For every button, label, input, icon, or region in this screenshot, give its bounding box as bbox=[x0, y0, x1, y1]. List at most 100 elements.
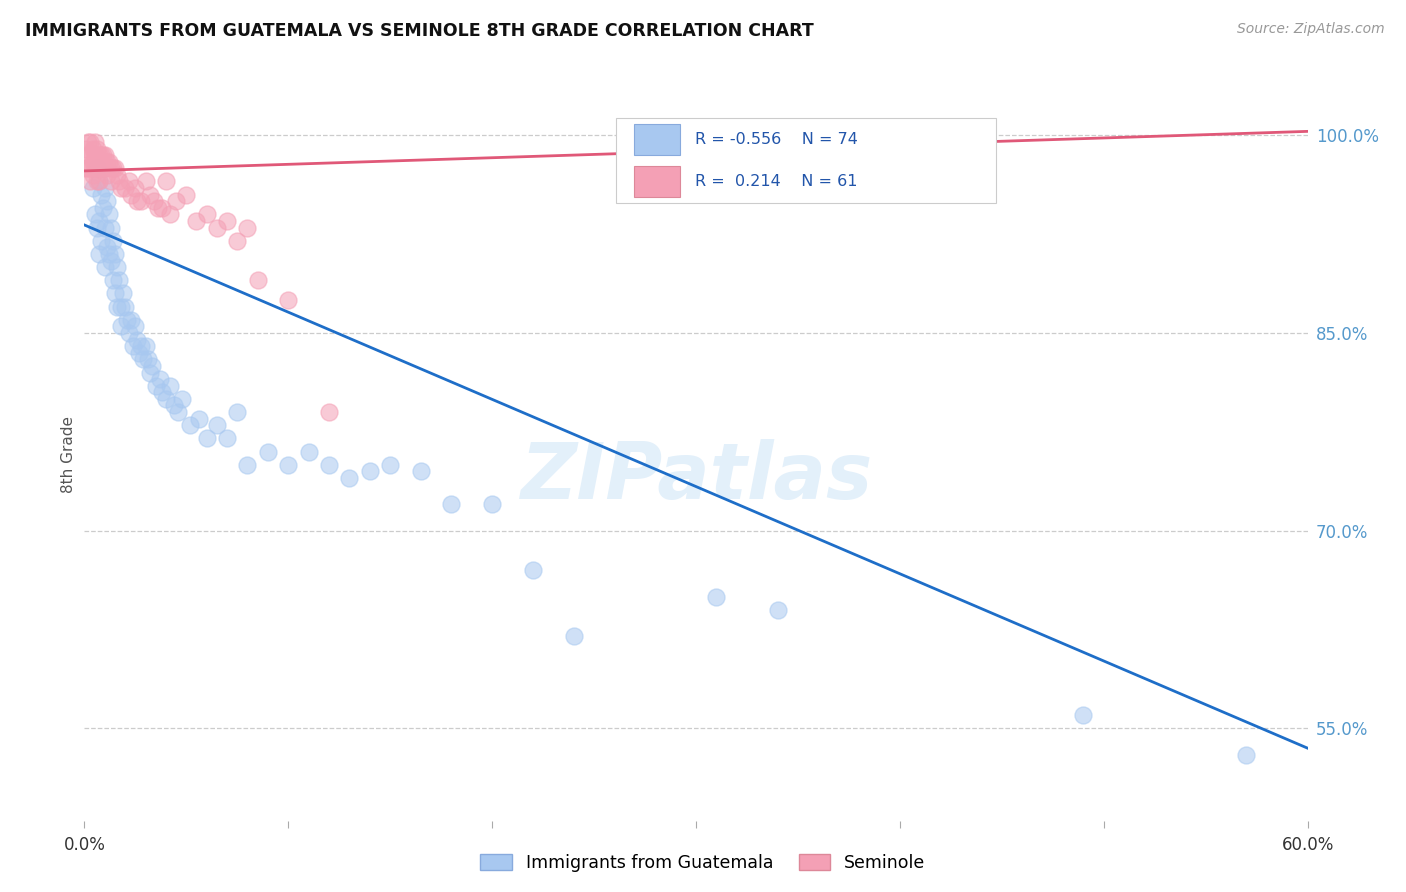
Point bbox=[118, 326, 141, 340]
Point bbox=[91, 148, 114, 162]
Point bbox=[91, 161, 114, 176]
Point bbox=[115, 313, 138, 327]
Point bbox=[380, 458, 402, 472]
Point bbox=[75, 161, 97, 176]
Point bbox=[174, 187, 197, 202]
Point bbox=[100, 220, 122, 235]
Point bbox=[87, 161, 110, 176]
Point bbox=[100, 174, 122, 188]
Point bbox=[87, 214, 110, 228]
Point bbox=[104, 286, 127, 301]
Point bbox=[138, 366, 160, 380]
Point bbox=[205, 220, 228, 235]
Point bbox=[77, 161, 100, 176]
Point bbox=[149, 372, 172, 386]
Point bbox=[277, 458, 299, 472]
Point bbox=[87, 174, 110, 188]
Point bbox=[86, 141, 108, 155]
Point bbox=[127, 194, 149, 209]
Point bbox=[82, 168, 104, 182]
Bar bbox=[616, 119, 995, 202]
Point bbox=[110, 300, 132, 314]
Point bbox=[179, 418, 201, 433]
Point bbox=[339, 471, 361, 485]
Text: Source: ZipAtlas.com: Source: ZipAtlas.com bbox=[1237, 22, 1385, 37]
Point bbox=[83, 148, 105, 162]
Point bbox=[318, 458, 340, 472]
Point bbox=[150, 385, 173, 400]
Point bbox=[87, 247, 110, 261]
Point bbox=[96, 154, 118, 169]
Point bbox=[82, 141, 104, 155]
Point bbox=[132, 352, 155, 367]
Point bbox=[1236, 747, 1258, 762]
Point bbox=[766, 603, 789, 617]
Point bbox=[82, 181, 104, 195]
Point bbox=[97, 154, 120, 169]
Point bbox=[440, 497, 463, 511]
Point bbox=[77, 135, 100, 149]
Point bbox=[236, 458, 259, 472]
Point bbox=[93, 260, 115, 274]
Point bbox=[90, 148, 112, 162]
Text: IMMIGRANTS FROM GUATEMALA VS SEMINOLE 8TH GRADE CORRELATION CHART: IMMIGRANTS FROM GUATEMALA VS SEMINOLE 8T… bbox=[25, 22, 814, 40]
Point bbox=[145, 378, 167, 392]
Point bbox=[101, 273, 124, 287]
Bar bbox=[634, 166, 681, 197]
Text: R = -0.556    N = 74: R = -0.556 N = 74 bbox=[695, 132, 858, 147]
Point bbox=[87, 148, 110, 162]
Point bbox=[118, 174, 141, 188]
Point bbox=[112, 286, 135, 301]
Point bbox=[93, 181, 115, 195]
Point bbox=[298, 444, 321, 458]
Point bbox=[155, 174, 177, 188]
Point bbox=[90, 234, 112, 248]
Point bbox=[93, 220, 115, 235]
Point bbox=[205, 418, 228, 433]
Text: ZIPatlas: ZIPatlas bbox=[520, 439, 872, 515]
Point bbox=[141, 359, 163, 373]
Point bbox=[195, 432, 218, 446]
Point bbox=[114, 300, 136, 314]
Point bbox=[128, 345, 150, 359]
Point bbox=[90, 161, 112, 176]
Point bbox=[257, 444, 280, 458]
Point bbox=[97, 207, 120, 221]
Point bbox=[163, 399, 186, 413]
Point bbox=[706, 590, 728, 604]
Point bbox=[131, 194, 153, 209]
Point bbox=[138, 187, 160, 202]
Point bbox=[79, 161, 101, 176]
Point bbox=[236, 220, 259, 235]
Point bbox=[101, 161, 124, 176]
Point bbox=[217, 214, 239, 228]
Point bbox=[217, 432, 239, 446]
Point bbox=[409, 464, 432, 478]
Point bbox=[79, 174, 101, 188]
Point bbox=[100, 253, 122, 268]
Point bbox=[100, 161, 122, 176]
Point bbox=[108, 273, 131, 287]
Point bbox=[82, 154, 104, 169]
Legend: Immigrants from Guatemala, Seminole: Immigrants from Guatemala, Seminole bbox=[474, 847, 932, 879]
Point bbox=[146, 201, 169, 215]
Point bbox=[135, 174, 157, 188]
Point bbox=[159, 207, 181, 221]
Point bbox=[114, 181, 136, 195]
Point bbox=[136, 352, 159, 367]
Point bbox=[101, 234, 124, 248]
Point bbox=[86, 154, 108, 169]
Point bbox=[120, 313, 142, 327]
Point bbox=[187, 411, 209, 425]
Point bbox=[86, 174, 108, 188]
Point bbox=[96, 168, 118, 182]
Point bbox=[142, 194, 165, 209]
Point bbox=[83, 135, 105, 149]
Point bbox=[318, 405, 340, 419]
Point bbox=[127, 333, 149, 347]
Point bbox=[86, 161, 108, 176]
Text: R =  0.214    N = 61: R = 0.214 N = 61 bbox=[695, 174, 858, 189]
Point bbox=[105, 168, 128, 182]
Point bbox=[124, 181, 146, 195]
Point bbox=[110, 319, 132, 334]
